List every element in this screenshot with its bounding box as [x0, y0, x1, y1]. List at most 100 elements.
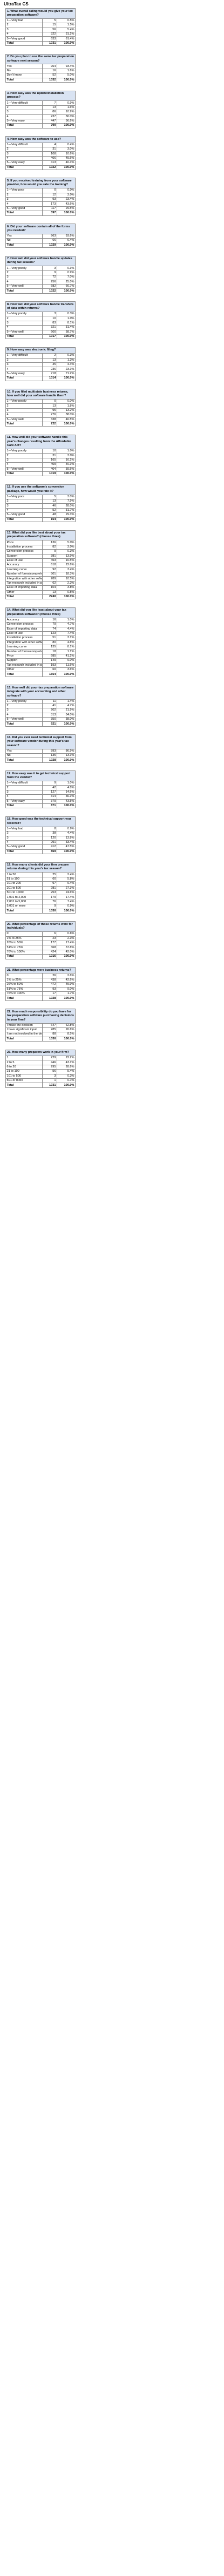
answer-row: 3 202 21.9%	[5, 708, 76, 713]
answer-row: 5,001 or more 9 0.9%	[5, 904, 76, 909]
answer-count: 18	[42, 649, 57, 654]
answer-label: 4	[5, 155, 43, 161]
answer-count: 9	[42, 549, 57, 555]
answer-count: 412	[42, 844, 57, 850]
answer-label: 4	[5, 114, 43, 119]
answer-percent: 2.4%	[56, 872, 76, 877]
answer-count: 13	[42, 403, 57, 409]
answer-row: 4 314 36.1%	[5, 794, 76, 800]
answer-row: 1—Very poorly 3 0.3%	[5, 266, 76, 271]
answer-row: Yes 964 93.4%	[5, 64, 76, 69]
answer-percent: 1.8%	[56, 403, 76, 409]
answer-percent: 25.0%	[56, 279, 76, 285]
question-text: 8. How well did your software handle tra…	[5, 301, 76, 313]
answer-percent: 10.5%	[56, 576, 76, 582]
answer-label: 26% to 50%	[5, 982, 43, 988]
answer-count: 83	[42, 320, 57, 326]
answer-percent: 5.0%	[56, 540, 76, 545]
answer-count: 17	[42, 991, 57, 997]
answer-label: 51% to 75%	[5, 986, 43, 992]
answer-percent: 3.4%	[56, 567, 76, 573]
answer-label: Total	[5, 803, 43, 809]
answer-row: 2 42 4.8%	[5, 785, 76, 790]
answer-percent: 5.8%	[56, 876, 76, 882]
answer-label: Yes	[5, 64, 43, 69]
total-row: Total 2740 100.0%	[5, 594, 76, 600]
answer-row: 3 83 8.1%	[5, 320, 76, 326]
answer-label: 2	[5, 316, 43, 321]
answer-label: 1% to 25%	[5, 977, 43, 983]
answer-label: 1—Very poor	[5, 494, 43, 500]
answer-row: 5—Very good 412 47.5%	[5, 844, 76, 850]
answer-row: Accuracy 16 1.0%	[5, 617, 76, 623]
answer-percent: 100.0%	[56, 908, 76, 914]
answer-label: 1—Very poorly	[5, 266, 43, 271]
answer-label: Price	[5, 540, 43, 545]
answer-percent: 14.6%	[56, 789, 76, 795]
answer-row: 1—Very poorly 3 0.3%	[5, 312, 76, 317]
answer-percent: 9.4%	[56, 881, 76, 887]
question-text: 22. How much responsibility do you have …	[5, 1009, 76, 1024]
answer-row: Learning curve 135 8.1%	[5, 645, 76, 650]
answer-percent: 100.0%	[56, 40, 76, 46]
answer-label: Conversion process	[5, 549, 43, 555]
answer-percent: 42.6%	[57, 977, 76, 983]
answer-count: 48	[42, 512, 57, 518]
answer-count: 179	[42, 895, 57, 900]
answer-count: 438	[42, 977, 57, 983]
answer-count: 1022	[42, 165, 57, 170]
answer-row: No 16 1.6%	[5, 68, 76, 74]
answer-percent: 7.9%	[56, 499, 76, 504]
answer-percent: 100.0%	[56, 594, 76, 600]
answer-label: 5—Very easy	[5, 371, 43, 377]
answer-row: 5—Very easy 718 71.2%	[5, 371, 76, 377]
answer-count: 295	[42, 1064, 57, 1070]
answer-percent: 41.2%	[56, 653, 76, 659]
answer-count: 1031	[42, 1083, 57, 1088]
answer-count: 13	[42, 590, 57, 596]
answer-row: Yes 963 93.6%	[5, 233, 76, 239]
answer-count: 409	[42, 462, 57, 468]
question-text: 3. How easy was the update/installation …	[5, 90, 76, 102]
answer-count: 647	[42, 1023, 57, 1028]
answer-label: 3	[5, 835, 43, 841]
answer-label: I make the decision	[5, 1023, 43, 1028]
answer-row: 2 31 3.0%	[5, 146, 76, 152]
question-table: 21. What percentage were business return…	[5, 967, 76, 1001]
question-text: 16. Did you ever need technical support …	[5, 734, 76, 749]
answer-count: 164	[42, 517, 57, 523]
answer-count: 790	[42, 123, 57, 129]
answer-label: 4	[5, 325, 43, 330]
answer-label: 2	[5, 453, 43, 458]
answer-row: 101 to 200 97 9.4%	[5, 881, 76, 887]
answer-percent: 0.9%	[56, 826, 76, 832]
answer-count: 289	[42, 576, 57, 582]
answer-row: 1% to 25% 438 42.6%	[5, 977, 76, 983]
answer-row: 5—Very well 350 38.0%	[5, 717, 76, 722]
answer-count: 1019	[42, 471, 57, 477]
answer-count: 9	[42, 904, 57, 909]
answer-percent: 3.8%	[56, 585, 76, 591]
answer-row: 201 to 500 281 27.3%	[5, 885, 76, 891]
answer-percent: 45.6%	[56, 155, 76, 161]
answer-label: 1—Very difficult	[5, 353, 43, 359]
answer-percent: 86.9%	[56, 748, 76, 754]
answer-label: Price	[5, 653, 43, 659]
answer-row: Price 685 41.2%	[5, 653, 76, 659]
answer-percent: 10.6%	[56, 151, 76, 157]
answer-count: 633	[42, 36, 57, 42]
answer-percent: 1.0%	[56, 448, 76, 454]
answer-count: 350	[42, 717, 57, 722]
answer-row: 4 173 43.6%	[5, 201, 76, 207]
answer-row: 2 31 3.0%	[5, 453, 76, 458]
answer-label: 501 or more	[5, 1078, 43, 1084]
answer-percent: 42.0%	[56, 949, 76, 955]
answer-percent: 3.6%	[56, 667, 76, 673]
answer-percent: 93.4%	[56, 64, 76, 69]
answer-label: 101 to 200	[5, 881, 43, 887]
answer-count: 501	[42, 572, 57, 577]
answer-label: 2 to 5	[5, 1060, 43, 1065]
answer-percent: 100.0%	[56, 376, 76, 381]
answer-row: 1—Very poor 0 0.0%	[5, 188, 76, 193]
answer-row: 3 72 7.0%	[5, 275, 76, 280]
